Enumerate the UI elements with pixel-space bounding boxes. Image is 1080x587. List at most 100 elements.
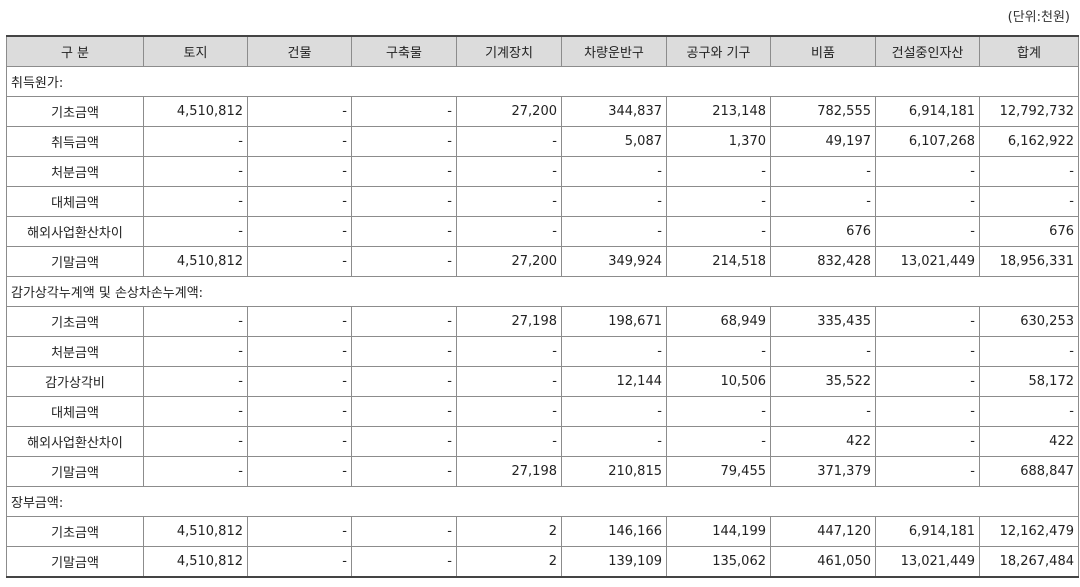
value-cell: - <box>561 336 667 367</box>
value-cell: - <box>351 156 457 187</box>
value-cell: - <box>979 336 1079 367</box>
value-cell: - <box>875 336 980 367</box>
column-header: 공구와 기구 <box>666 35 771 67</box>
value-cell: - <box>979 186 1079 217</box>
value-cell: - <box>979 396 1079 427</box>
value-cell: - <box>770 396 876 427</box>
table-row: 기초금액 - - -27,198 198,671 68,949 335,435-630,25… <box>6 306 1079 337</box>
value-cell: - <box>247 96 352 127</box>
row-label: 기말금액 <box>6 546 144 578</box>
value-cell: - <box>143 306 248 337</box>
value-cell: - <box>247 216 352 247</box>
value-cell: - <box>456 336 562 367</box>
value-cell: - <box>143 456 248 487</box>
value-cell: 6,914,181 <box>875 96 980 127</box>
value-cell: 213,148 <box>666 96 771 127</box>
value-cell: 676 <box>979 216 1079 247</box>
table-row: 기말금액 4,510,812- -27,200 349,924 214,518 832,4… <box>6 246 1079 277</box>
value-cell: - <box>351 216 457 247</box>
value-cell: 13,021,449 <box>875 246 980 277</box>
value-cell: - <box>875 216 980 247</box>
table-row: 기말금액 - - -27,198 210,815 79,455 371,379-688,84… <box>6 456 1079 487</box>
value-cell: 58,172 <box>979 366 1079 397</box>
value-cell: 371,379 <box>770 456 876 487</box>
value-cell: - <box>666 216 771 247</box>
section-label: 감가상각누계액 및 손상차손누계액: <box>6 276 1079 307</box>
value-cell: - <box>561 216 667 247</box>
row-label: 처분금액 <box>6 156 144 187</box>
value-cell: 27,200 <box>456 96 562 127</box>
value-cell: - <box>351 546 457 578</box>
value-cell: 27,200 <box>456 246 562 277</box>
value-cell: - <box>247 246 352 277</box>
value-cell: - <box>247 516 352 547</box>
value-cell: - <box>351 126 457 157</box>
value-cell: - <box>456 186 562 217</box>
value-cell: - <box>561 426 667 457</box>
value-cell: - <box>351 186 457 217</box>
value-cell: 447,120 <box>770 516 876 547</box>
row-label: 해외사업환산차이 <box>6 216 144 247</box>
table-row: 기말금액 4,510,812- -2 139,109 135,062 461,050 13,… <box>6 546 1079 578</box>
row-label: 처분금액 <box>6 336 144 367</box>
value-cell: - <box>247 126 352 157</box>
value-cell: - <box>351 366 457 397</box>
value-cell: 144,199 <box>666 516 771 547</box>
value-cell: 422 <box>770 426 876 457</box>
value-cell: 335,435 <box>770 306 876 337</box>
value-cell: - <box>351 336 457 367</box>
value-cell: - <box>875 456 980 487</box>
row-label: 기초금액 <box>6 306 144 337</box>
column-header: 건물 <box>247 35 352 67</box>
value-cell: - <box>875 426 980 457</box>
value-cell: 35,522 <box>770 366 876 397</box>
value-cell: - <box>247 306 352 337</box>
section-row: 장부금액: <box>6 486 1079 517</box>
value-cell: 12,144 <box>561 366 667 397</box>
column-header: 구축물 <box>351 35 457 67</box>
row-label: 기말금액 <box>6 246 144 277</box>
value-cell: - <box>247 336 352 367</box>
table-body: 취득원가: 기초금액 4,510,812- -27,200 344,837 213,148… <box>6 66 1079 578</box>
value-cell: - <box>875 156 980 187</box>
value-cell: - <box>351 516 457 547</box>
value-cell: - <box>770 156 876 187</box>
value-cell: - <box>143 126 248 157</box>
value-cell: 135,062 <box>666 546 771 578</box>
value-cell: 461,050 <box>770 546 876 578</box>
unit-label: (단위:천원) <box>1007 10 1070 25</box>
value-cell: - <box>456 366 562 397</box>
column-header: 토지 <box>143 35 248 67</box>
value-cell: - <box>143 426 248 457</box>
value-cell: 27,198 <box>456 306 562 337</box>
column-header: 비품 <box>770 35 876 67</box>
value-cell: - <box>770 336 876 367</box>
value-cell: - <box>143 366 248 397</box>
value-cell: 139,109 <box>561 546 667 578</box>
table-row: 해외사업환산차이 - - - - - -422-422 <box>6 426 1079 457</box>
value-cell: - <box>247 186 352 217</box>
value-cell: 214,518 <box>666 246 771 277</box>
column-header: 합계 <box>979 35 1079 67</box>
value-cell: 1,370 <box>666 126 771 157</box>
value-cell: 4,510,812 <box>143 246 248 277</box>
value-cell: 6,107,268 <box>875 126 980 157</box>
value-cell: 4,510,812 <box>143 96 248 127</box>
value-cell: - <box>143 186 248 217</box>
value-cell: 18,267,484 <box>979 546 1079 578</box>
value-cell: - <box>456 396 562 427</box>
table-row: 대체금액 - - - - - - - - - <box>6 396 1079 427</box>
value-cell: 68,949 <box>666 306 771 337</box>
table-row: 대체금액 - - - - - - - - - <box>6 186 1079 217</box>
section-label: 장부금액: <box>6 486 1079 517</box>
asset-table: 구 분 토지 건물 구축물 기계장치 차량운반구 공구와 기구 비품 건설중인자산 합계 취득원가… <box>6 35 1079 578</box>
value-cell: 344,837 <box>561 96 667 127</box>
column-header: 기계장치 <box>456 35 562 67</box>
value-cell: - <box>666 186 771 217</box>
value-cell: - <box>875 186 980 217</box>
table-row: 해외사업환산차이 - - - - - -676-676 <box>6 216 1079 247</box>
value-cell: - <box>247 426 352 457</box>
value-cell: 210,815 <box>561 456 667 487</box>
value-cell: - <box>351 246 457 277</box>
value-cell: - <box>143 396 248 427</box>
